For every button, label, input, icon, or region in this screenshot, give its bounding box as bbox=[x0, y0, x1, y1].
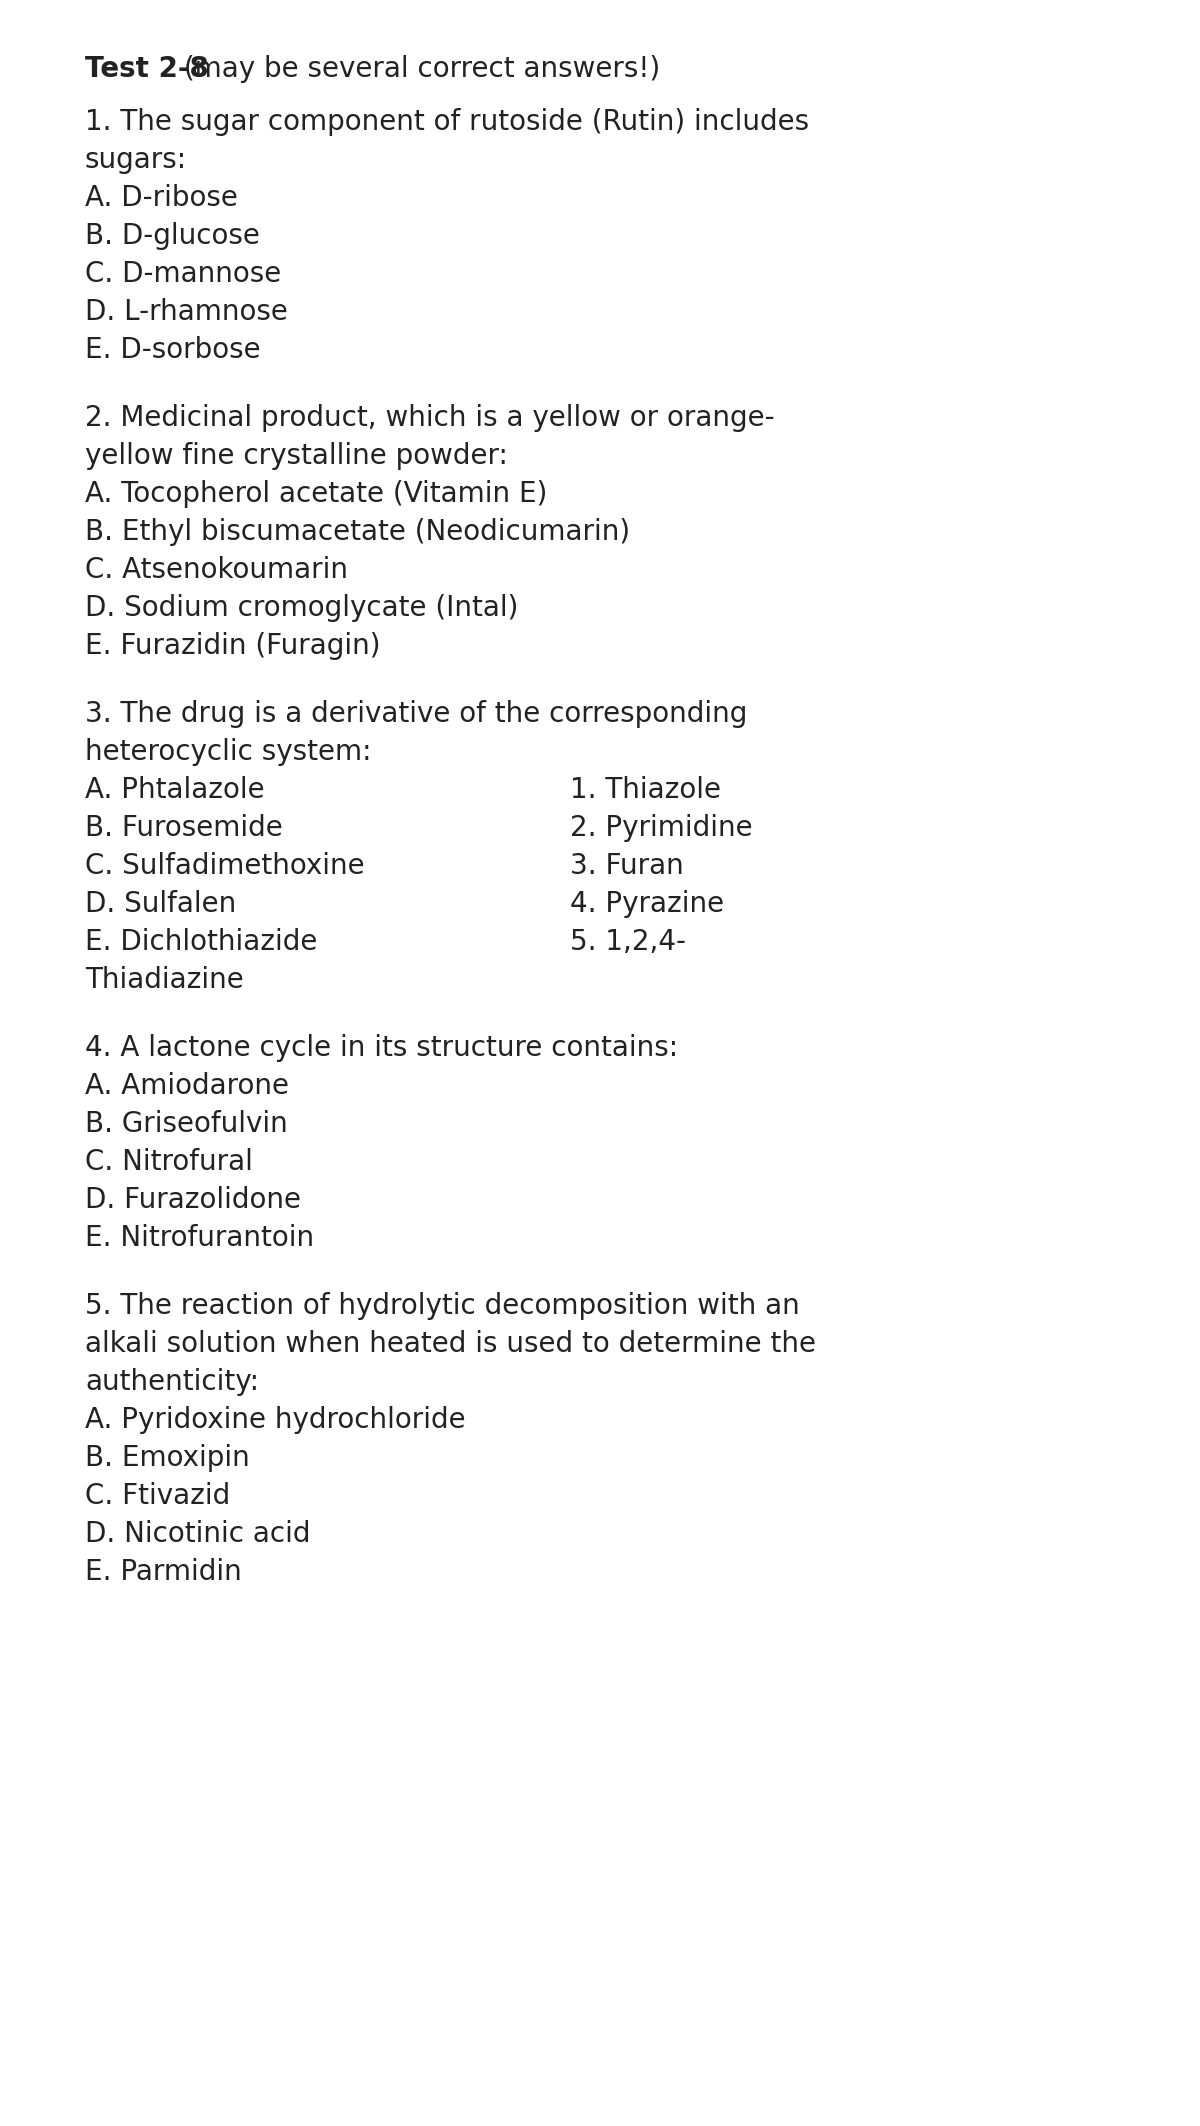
Text: A. Pyridoxine hydrochloride: A. Pyridoxine hydrochloride bbox=[85, 1405, 466, 1435]
Text: A. Phtalazole: A. Phtalazole bbox=[85, 776, 265, 804]
Text: E. Furazidin (Furagin): E. Furazidin (Furagin) bbox=[85, 631, 380, 661]
Text: B. Griseofulvin: B. Griseofulvin bbox=[85, 1110, 288, 1137]
Text: C. D-mannose: C. D-mannose bbox=[85, 259, 281, 289]
Text: C. Atsenokoumarin: C. Atsenokoumarin bbox=[85, 557, 348, 585]
Text: C. Nitrofural: C. Nitrofural bbox=[85, 1148, 253, 1176]
Text: D. L-rhamnose: D. L-rhamnose bbox=[85, 298, 288, 325]
Text: heterocyclic system:: heterocyclic system: bbox=[85, 738, 372, 765]
Text: D. Sodium cromoglycate (Intal): D. Sodium cromoglycate (Intal) bbox=[85, 593, 518, 623]
Text: 3. The drug is a derivative of the corresponding: 3. The drug is a derivative of the corre… bbox=[85, 699, 748, 729]
Text: B. Emoxipin: B. Emoxipin bbox=[85, 1444, 250, 1471]
Text: 5. The reaction of hydrolytic decomposition with an: 5. The reaction of hydrolytic decomposit… bbox=[85, 1293, 799, 1320]
Text: A. Amiodarone: A. Amiodarone bbox=[85, 1072, 289, 1099]
Text: 2. Pyrimidine: 2. Pyrimidine bbox=[570, 814, 752, 842]
Text: D. Sulfalen: D. Sulfalen bbox=[85, 891, 236, 918]
Text: A. D-ribose: A. D-ribose bbox=[85, 185, 238, 213]
Text: D. Nicotinic acid: D. Nicotinic acid bbox=[85, 1520, 311, 1548]
Text: C. Ftivazid: C. Ftivazid bbox=[85, 1482, 230, 1509]
Text: C. Sulfadimethoxine: C. Sulfadimethoxine bbox=[85, 853, 365, 880]
Text: (may be several correct answers!): (may be several correct answers!) bbox=[175, 55, 660, 83]
Text: 3. Furan: 3. Furan bbox=[570, 853, 684, 880]
Text: 4. A lactone cycle in its structure contains:: 4. A lactone cycle in its structure cont… bbox=[85, 1033, 678, 1063]
Text: 5. 1,2,4-: 5. 1,2,4- bbox=[570, 929, 686, 957]
Text: A. Tocopherol acetate (Vitamin E): A. Tocopherol acetate (Vitamin E) bbox=[85, 480, 547, 508]
Text: Test 2-8: Test 2-8 bbox=[85, 55, 209, 83]
Text: 4. Pyrazine: 4. Pyrazine bbox=[570, 891, 724, 918]
Text: authenticity:: authenticity: bbox=[85, 1369, 259, 1397]
Text: alkali solution when heated is used to determine the: alkali solution when heated is used to d… bbox=[85, 1331, 816, 1359]
Text: E. Dichlothiazide: E. Dichlothiazide bbox=[85, 929, 317, 957]
Text: 1. Thiazole: 1. Thiazole bbox=[570, 776, 721, 804]
Text: E. D-sorbose: E. D-sorbose bbox=[85, 336, 260, 364]
Text: B. D-glucose: B. D-glucose bbox=[85, 223, 260, 251]
Text: sugars:: sugars: bbox=[85, 147, 187, 174]
Text: D. Furazolidone: D. Furazolidone bbox=[85, 1186, 301, 1214]
Text: Thiadiazine: Thiadiazine bbox=[85, 965, 244, 995]
Text: 1. The sugar component of rutoside (Rutin) includes: 1. The sugar component of rutoside (Ruti… bbox=[85, 108, 809, 136]
Text: E. Parmidin: E. Parmidin bbox=[85, 1558, 241, 1586]
Text: 2. Medicinal product, which is a yellow or orange-: 2. Medicinal product, which is a yellow … bbox=[85, 404, 775, 432]
Text: E. Nitrofurantoin: E. Nitrofurantoin bbox=[85, 1225, 314, 1252]
Text: B. Ethyl biscumacetate (Neodicumarin): B. Ethyl biscumacetate (Neodicumarin) bbox=[85, 519, 630, 546]
Text: yellow fine crystalline powder:: yellow fine crystalline powder: bbox=[85, 442, 508, 470]
Text: B. Furosemide: B. Furosemide bbox=[85, 814, 283, 842]
